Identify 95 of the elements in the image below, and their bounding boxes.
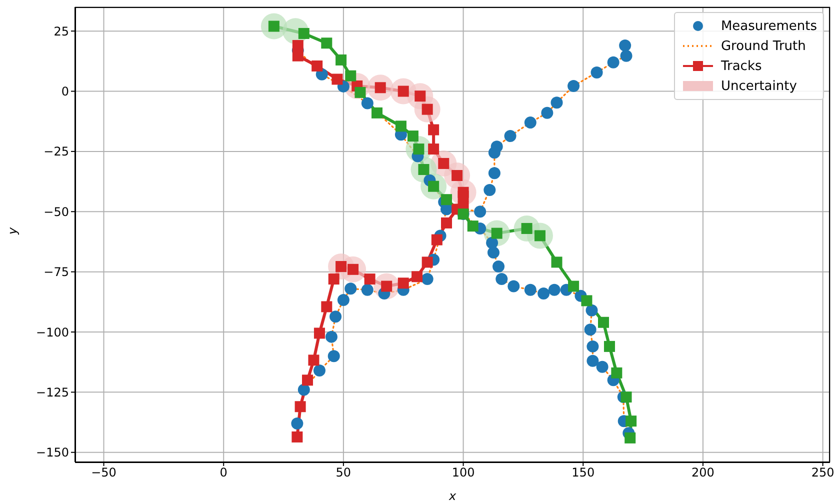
point <box>581 295 592 306</box>
x-tick-label: 200 <box>692 466 714 480</box>
point <box>337 294 350 306</box>
y-tick-label: −100 <box>36 325 69 340</box>
point <box>407 130 418 142</box>
point <box>620 50 632 62</box>
point <box>524 284 536 296</box>
point <box>488 167 500 180</box>
point <box>441 217 452 228</box>
legend-label: Tracks <box>720 58 762 74</box>
point <box>484 184 496 196</box>
point <box>548 284 560 296</box>
y-axis-title: y <box>5 226 20 236</box>
x-axis-title: x <box>448 489 457 502</box>
point <box>302 374 313 386</box>
point <box>496 273 508 286</box>
y-tick-label: 25 <box>54 24 69 38</box>
point <box>568 280 580 292</box>
point <box>586 340 599 352</box>
point <box>321 38 332 49</box>
point <box>524 116 536 129</box>
y-tick-label: −50 <box>44 204 69 219</box>
point <box>321 301 332 312</box>
point <box>508 280 520 292</box>
point <box>344 282 357 295</box>
x-tick-label: −50 <box>91 466 116 480</box>
point <box>292 40 304 52</box>
point <box>372 107 382 118</box>
y-tick-label: −150 <box>36 446 69 460</box>
point <box>291 417 304 430</box>
x-tick-label: 100 <box>452 466 475 480</box>
point <box>325 330 338 343</box>
point <box>619 40 632 52</box>
point <box>551 256 562 268</box>
point <box>330 310 342 323</box>
x-tick-label: 250 <box>811 466 834 480</box>
point <box>292 431 303 442</box>
y-tick-label: −25 <box>44 144 69 159</box>
point <box>467 220 478 232</box>
point <box>395 120 406 132</box>
point <box>568 80 580 92</box>
point <box>607 56 620 68</box>
x-tick-label: 150 <box>572 466 595 480</box>
point <box>541 106 554 119</box>
point <box>550 96 563 109</box>
point <box>336 54 347 66</box>
x-tick-label: 0 <box>220 466 228 480</box>
point <box>361 284 374 296</box>
point <box>428 124 440 136</box>
point <box>354 86 366 98</box>
point <box>398 278 409 289</box>
point <box>314 328 325 339</box>
point <box>361 97 374 110</box>
point <box>421 273 434 286</box>
point <box>431 234 442 246</box>
point <box>292 50 304 62</box>
point <box>596 360 608 373</box>
x-tick-label: 50 <box>336 466 352 480</box>
legend-label: Ground Truth <box>720 38 806 54</box>
point <box>294 401 306 412</box>
point <box>538 287 550 300</box>
point <box>313 364 326 377</box>
point <box>298 28 310 39</box>
point <box>604 340 615 352</box>
point <box>364 274 376 285</box>
point <box>312 60 323 72</box>
point <box>598 316 609 328</box>
point <box>590 66 603 78</box>
y-tick-label: −75 <box>44 265 69 280</box>
point <box>332 74 343 85</box>
point <box>626 416 637 427</box>
point <box>441 194 452 206</box>
legend-label: Measurements <box>720 18 817 34</box>
point <box>474 206 486 218</box>
point <box>586 304 598 316</box>
legend-label: Uncertainty <box>720 78 797 94</box>
point <box>345 70 356 82</box>
y-tick-label: 0 <box>61 84 69 99</box>
point <box>620 392 632 402</box>
point <box>504 130 516 142</box>
point <box>586 354 599 367</box>
point <box>328 274 340 285</box>
point <box>490 140 503 153</box>
point <box>328 350 340 362</box>
point <box>428 144 440 155</box>
point <box>487 246 500 259</box>
point <box>611 367 622 378</box>
point <box>624 432 636 444</box>
point <box>308 354 320 366</box>
y-tick-label: −125 <box>36 385 69 400</box>
point <box>422 256 433 268</box>
point <box>298 384 310 396</box>
point <box>584 324 596 336</box>
point <box>412 271 423 282</box>
point <box>492 260 505 273</box>
